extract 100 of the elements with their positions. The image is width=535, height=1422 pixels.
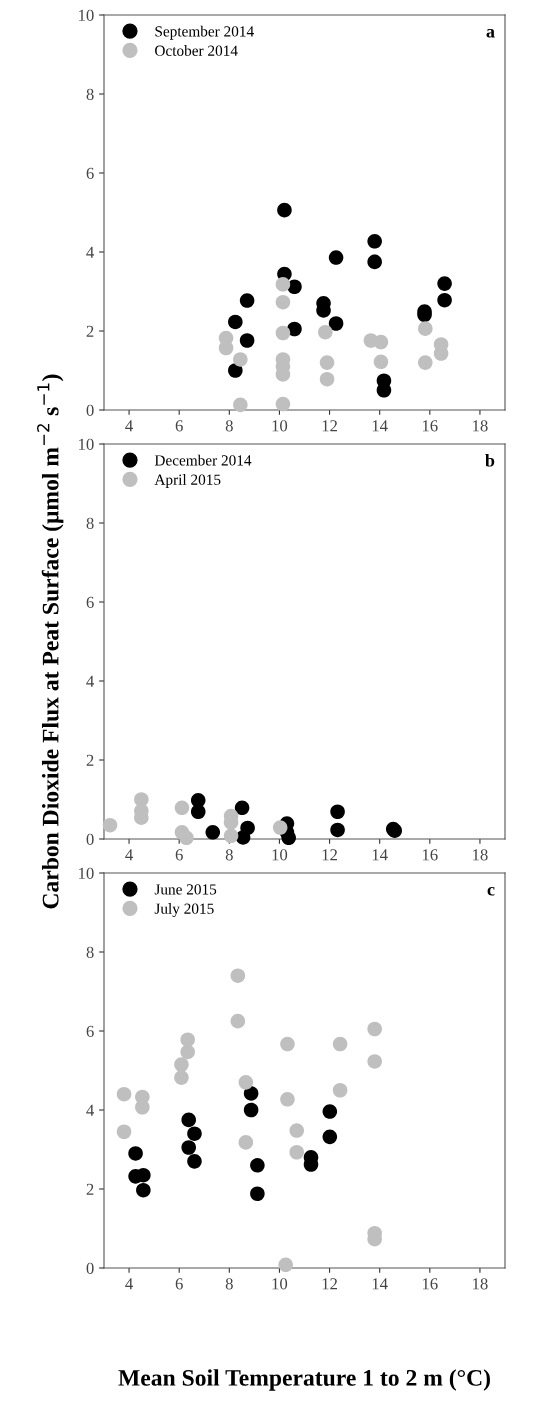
point xyxy=(418,355,433,370)
point xyxy=(280,1036,295,1052)
point xyxy=(367,234,382,249)
point xyxy=(235,830,251,845)
point xyxy=(332,1036,348,1052)
point xyxy=(367,1054,382,1069)
annotation: b xyxy=(485,453,495,467)
point xyxy=(289,1144,305,1160)
point xyxy=(277,202,292,218)
point xyxy=(234,800,250,816)
x-tick-label: 4 xyxy=(125,420,133,432)
x-tick-label: 14 xyxy=(372,1278,388,1290)
point xyxy=(181,1140,196,1155)
point xyxy=(238,1135,254,1150)
legend-label: June 2015 xyxy=(154,884,217,895)
x-axis-title: Mean Soil Temperature 1 to 2 m (°C) xyxy=(118,1369,490,1391)
point xyxy=(367,254,382,270)
y-tick-label: 10 xyxy=(79,9,94,21)
point xyxy=(128,1146,143,1161)
x-tick-label: 16 xyxy=(422,420,438,432)
point xyxy=(181,1112,196,1128)
point xyxy=(187,1126,202,1141)
point xyxy=(180,1032,195,1047)
point xyxy=(328,316,344,331)
x-tick-label: 16 xyxy=(422,849,438,861)
x-tick-label: 8 xyxy=(225,1278,233,1290)
point xyxy=(174,800,190,816)
point xyxy=(136,1182,151,1198)
legend-label: December 2014 xyxy=(154,454,252,466)
point xyxy=(272,820,288,835)
y-tick-label: 2 xyxy=(86,1183,94,1195)
y-tick-label: 2 xyxy=(86,754,94,766)
point xyxy=(190,804,206,820)
point xyxy=(233,397,248,413)
point xyxy=(289,1123,305,1138)
point xyxy=(275,325,291,341)
y-tick-label: 6 xyxy=(86,596,94,608)
x-tick-label: 6 xyxy=(175,1278,183,1290)
y-axis-title: Carbon Dioxide Flux at Peat Surface (μmol m$^{−2}$ s$^{−1}$) xyxy=(37,374,64,909)
legend-label: April 2015 xyxy=(154,474,221,488)
y-tick-label: 4 xyxy=(86,675,95,687)
point xyxy=(437,276,452,291)
point xyxy=(239,333,255,348)
y-tick-label: 8 xyxy=(86,88,94,100)
annotation: a xyxy=(486,28,495,38)
point xyxy=(250,1158,265,1173)
point xyxy=(116,1124,132,1140)
y-tick-label: 6 xyxy=(86,1025,94,1037)
point xyxy=(280,1092,295,1107)
point xyxy=(228,314,243,330)
y-tick-label: 8 xyxy=(86,946,94,958)
point xyxy=(275,277,291,292)
x-tick-label: 4 xyxy=(125,1278,133,1290)
point xyxy=(230,968,246,983)
x-tick-label: 12 xyxy=(322,420,337,432)
x-tick-label: 6 xyxy=(175,420,183,432)
point xyxy=(330,822,345,838)
point xyxy=(102,817,118,833)
x-tick-label: 18 xyxy=(473,1278,488,1290)
point xyxy=(373,334,389,350)
point xyxy=(116,1086,132,1102)
x-tick-label: 8 xyxy=(225,420,233,432)
x-tick-label: 12 xyxy=(322,849,337,861)
x-tick-label: 18 xyxy=(473,420,488,432)
point xyxy=(367,1021,382,1037)
y-tick-label: 2 xyxy=(86,325,94,337)
y-tick-label: 4 xyxy=(86,246,95,258)
point xyxy=(330,804,345,820)
point xyxy=(239,293,255,308)
x-tick-label: 10 xyxy=(272,420,288,432)
x-tick-label: 14 xyxy=(372,420,388,432)
point xyxy=(230,1013,246,1029)
point xyxy=(437,292,452,308)
legend-label: October 2014 xyxy=(155,45,238,56)
point xyxy=(418,321,433,336)
y-tick-label: 10 xyxy=(79,438,94,450)
point xyxy=(278,1257,293,1273)
point xyxy=(136,1167,151,1183)
point xyxy=(319,371,335,387)
point xyxy=(187,1154,202,1169)
point xyxy=(180,1044,195,1060)
y-tick-label: 6 xyxy=(86,167,94,179)
point xyxy=(275,396,291,412)
point xyxy=(322,1129,338,1145)
point xyxy=(328,250,344,265)
point xyxy=(332,1082,348,1098)
point xyxy=(238,1075,254,1090)
y-tick-label: 4 xyxy=(86,1104,95,1116)
y-tick-label: 0 xyxy=(86,833,94,845)
y-tick-label: 8 xyxy=(86,517,94,529)
point xyxy=(319,355,335,370)
point xyxy=(228,363,243,378)
legend-label: September 2014 xyxy=(155,25,254,40)
x-tick-label: 14 xyxy=(372,849,388,861)
y-tick-label: 0 xyxy=(86,404,94,416)
x-tick-label: 10 xyxy=(272,849,288,861)
point xyxy=(275,294,291,310)
point xyxy=(243,1102,259,1118)
point xyxy=(174,1070,189,1085)
y-tick-label: 10 xyxy=(79,867,94,879)
